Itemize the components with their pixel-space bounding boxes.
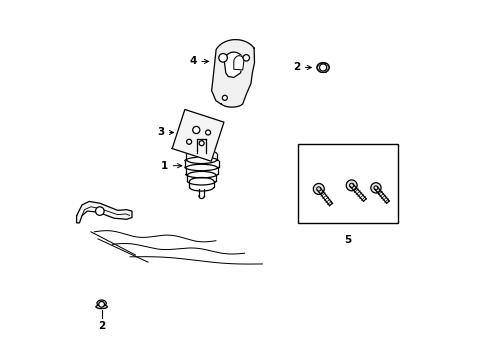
Polygon shape [77,202,132,223]
Circle shape [243,55,249,61]
Circle shape [199,141,203,146]
Ellipse shape [96,305,107,309]
Polygon shape [211,40,254,107]
Ellipse shape [97,300,106,306]
Text: 2: 2 [98,321,105,331]
Polygon shape [172,109,224,161]
Bar [298,144,397,223]
Circle shape [99,301,104,307]
Circle shape [95,207,104,215]
Circle shape [192,126,200,134]
Text: 2: 2 [292,63,311,72]
Ellipse shape [316,63,328,72]
Circle shape [319,64,326,71]
Text: 1: 1 [160,161,182,171]
Circle shape [370,183,380,193]
Text: 5: 5 [344,235,351,246]
Polygon shape [233,56,244,70]
Circle shape [313,184,324,194]
Circle shape [218,54,227,62]
Circle shape [346,180,356,191]
Text: 3: 3 [157,127,173,138]
Text: 4: 4 [189,57,208,66]
Circle shape [186,139,191,144]
Polygon shape [224,52,243,77]
Circle shape [205,130,210,135]
Circle shape [222,95,227,100]
Ellipse shape [197,137,205,141]
